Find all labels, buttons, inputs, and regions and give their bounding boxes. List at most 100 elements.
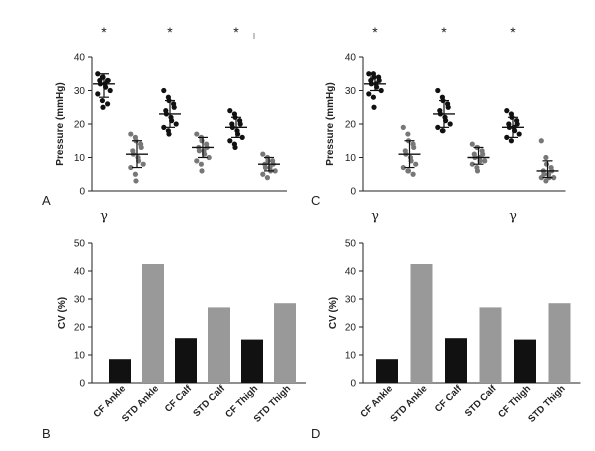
data-point [260, 151, 266, 157]
bar [208, 307, 230, 383]
data-point [435, 124, 441, 130]
data-point [413, 161, 419, 167]
bar [514, 339, 536, 383]
data-point [206, 154, 212, 161]
data-point [227, 138, 233, 144]
data-point [99, 97, 105, 104]
y-tick-label: 40 [345, 53, 357, 64]
data-point [371, 104, 377, 110]
y-axis-title: Pressure (mmHg) [325, 82, 336, 165]
y-tick-label: 10 [345, 351, 357, 362]
data-point [543, 178, 549, 184]
y-axis-title: Pressure (mmHg) [55, 82, 66, 165]
data-point [173, 121, 179, 127]
data-point [440, 128, 446, 134]
data-point [237, 121, 243, 127]
significance-asterisk: * [167, 24, 173, 40]
data-point [516, 131, 522, 137]
y-tick-label: 10 [345, 153, 357, 164]
data-point [469, 161, 475, 167]
y-tick-label: 10 [74, 351, 86, 362]
data-point [199, 138, 205, 144]
significance-asterisk: * [372, 24, 378, 40]
bar [548, 303, 571, 383]
y-tick-label: 50 [345, 239, 357, 250]
y-tick-label: 30 [345, 295, 357, 306]
bar [445, 338, 467, 383]
data-point [198, 161, 204, 167]
x-category-label: STD Ankle [388, 383, 429, 424]
panel-a-scatter: 0 10 20 30 40 Pressure (mmHg) A * * * γ [42, 24, 287, 224]
y-axis-title: CV (%) [57, 297, 68, 329]
data-point [105, 77, 111, 84]
bar [274, 303, 296, 383]
data-point [480, 151, 486, 157]
y-tick-label: 0 [350, 379, 356, 390]
y-tick-label: 50 [74, 239, 86, 250]
data-point [482, 158, 488, 164]
data-point [161, 87, 167, 94]
panel-letter: D [311, 426, 320, 441]
data-point [272, 168, 278, 174]
data-point [239, 134, 245, 140]
gamma-marker: γ [100, 209, 108, 224]
y-tick-label: 20 [345, 323, 357, 334]
data-point [400, 164, 406, 171]
data-point [138, 144, 144, 151]
data-point [227, 108, 233, 114]
data-point [171, 104, 177, 110]
y-tick-label: 0 [350, 187, 356, 198]
data-point [95, 91, 101, 97]
data-point [366, 71, 372, 77]
data-point [132, 171, 138, 177]
bar [376, 359, 398, 383]
data-point [405, 168, 412, 174]
data-point [474, 168, 481, 174]
data-point [538, 138, 544, 144]
data-point [538, 175, 544, 181]
x-category-label: STD Calf [191, 383, 227, 419]
data-point [161, 124, 167, 130]
x-category-label: CF Calf [163, 383, 195, 415]
data-point [405, 131, 411, 137]
x-category-label: STD Thigh [526, 383, 567, 424]
panel-letter: B [42, 426, 51, 441]
y-tick-label: 20 [74, 120, 86, 131]
data-point [543, 161, 550, 167]
significance-asterisk: * [510, 24, 516, 40]
data-point [264, 175, 270, 181]
data-point [232, 144, 238, 151]
y-tick-label: 40 [74, 53, 86, 64]
data-point [469, 141, 475, 147]
y-tick-label: 30 [74, 295, 86, 306]
significance-asterisk: * [233, 24, 239, 40]
data-point [196, 148, 202, 154]
y-tick-label: 20 [74, 323, 86, 334]
gamma-marker: γ [509, 209, 517, 224]
y-tick-label: 30 [74, 86, 86, 97]
data-point [435, 87, 441, 94]
data-point [543, 154, 549, 161]
data-point [194, 158, 200, 164]
data-point [262, 164, 268, 171]
significance-asterisk: * [441, 24, 447, 40]
y-tick-label: 30 [345, 86, 357, 97]
bar [410, 264, 433, 383]
data-point [378, 87, 384, 94]
gamma-marker: γ [371, 209, 379, 224]
data-point [410, 171, 416, 177]
data-point [376, 77, 382, 84]
data-point [260, 171, 266, 177]
data-point [199, 168, 205, 174]
data-point [508, 138, 514, 144]
bar [109, 359, 131, 383]
y-tick-label: 20 [345, 120, 357, 131]
data-point [370, 94, 376, 100]
data-point [128, 131, 134, 137]
bar [142, 264, 164, 383]
data-point [95, 71, 101, 77]
x-category-label: STD Calf [463, 383, 499, 419]
bar [175, 338, 197, 383]
y-tick-label: 10 [74, 153, 86, 164]
